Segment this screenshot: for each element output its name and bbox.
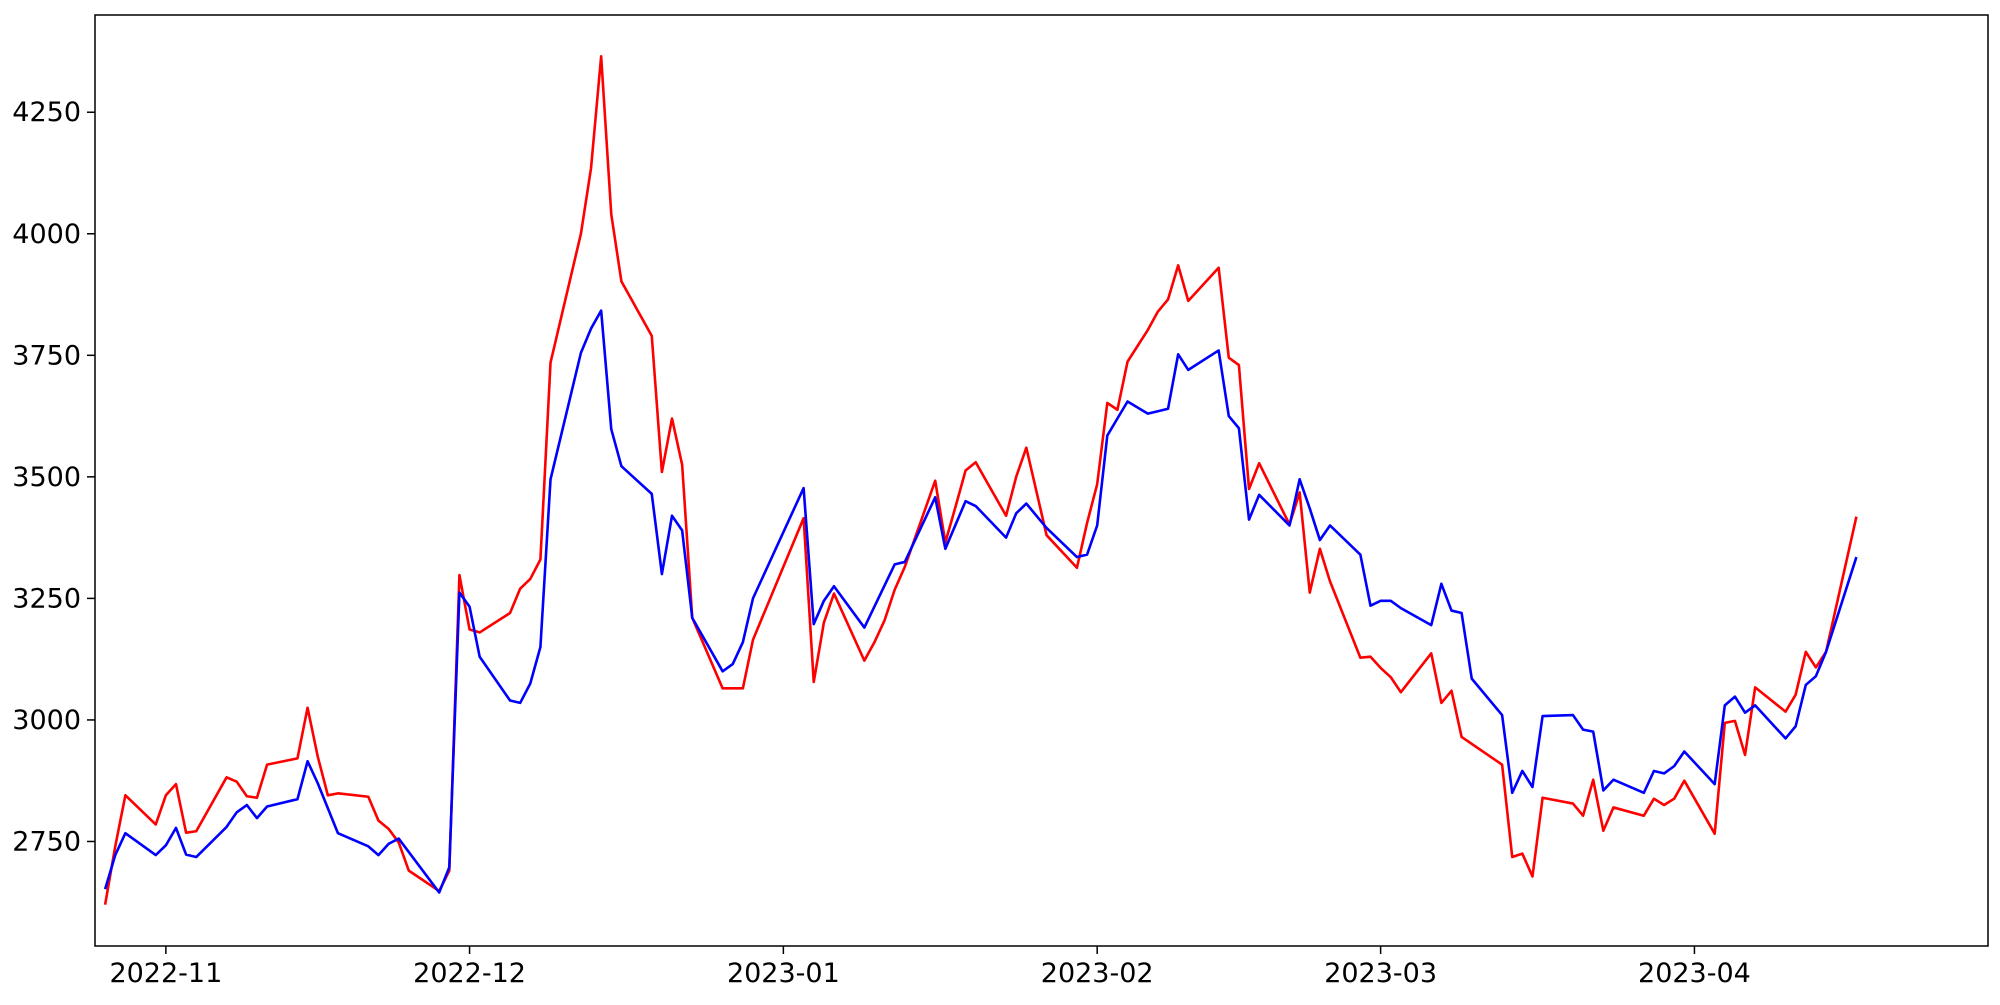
y-tick-label: 4000 [12, 219, 81, 250]
plot-frame [94, 14, 1989, 947]
x-tick-label: 2023-03 [1324, 958, 1437, 989]
y-tick-label: 3500 [12, 462, 81, 493]
series-line-2 [103, 309, 1858, 894]
y-tick-label: 3750 [12, 340, 81, 371]
y-tick-label: 4250 [12, 97, 81, 128]
series-layer [103, 55, 1858, 905]
x-tick-label: 2022-12 [413, 958, 526, 989]
y-tick-label: 3250 [12, 583, 81, 614]
x-tick-label: 2022-11 [109, 958, 222, 989]
x-tick-label: 2023-04 [1638, 958, 1751, 989]
y-tick-label: 3000 [12, 705, 81, 736]
x-tick-label: 2023-02 [1041, 958, 1154, 989]
x-axis: 2022-11 2022-12 2023-01 2023-02 2023-03 2023-… [109, 946, 1751, 989]
y-axis: 2750 3000 3250 3500 3750 4000 4250 [12, 97, 95, 857]
series-line-1 [103, 55, 1858, 905]
x-tick-label: 2023-01 [727, 958, 840, 989]
y-tick-label: 2750 [12, 826, 81, 857]
